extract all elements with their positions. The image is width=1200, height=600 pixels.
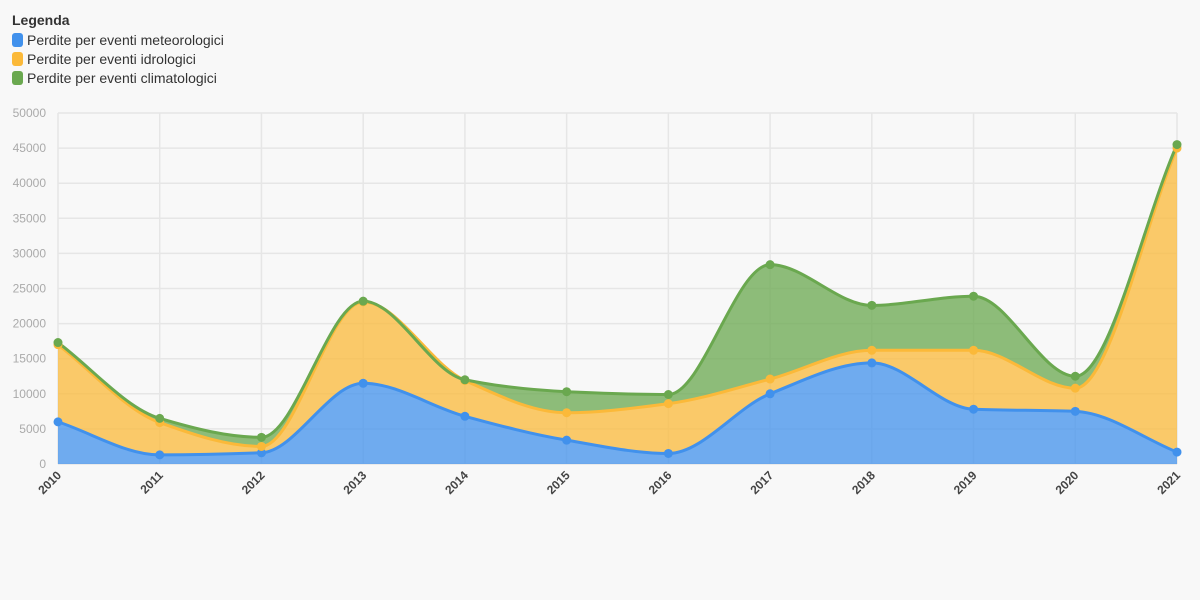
legend-label-meteorologici: Perdite per eventi meteorologici [27, 31, 224, 48]
data-point-series-3 [562, 387, 572, 397]
data-point-series-2 [1070, 383, 1080, 393]
legend-swatch-meteorologici [12, 32, 23, 47]
y-tick-label: 15000 [13, 352, 47, 366]
y-tick-label: 50000 [13, 106, 47, 120]
data-point-series-3 [460, 375, 470, 385]
x-tick-label: 2018 [849, 468, 878, 497]
y-tick-label: 20000 [13, 317, 47, 331]
x-tick-label: 2019 [951, 468, 980, 497]
x-tick-label: 2011 [138, 468, 167, 497]
data-point-series-3 [1070, 371, 1080, 381]
data-point-series-1 [155, 450, 165, 460]
data-point-series-1 [969, 404, 979, 414]
data-point-series-1 [256, 448, 266, 458]
y-tick-label: 30000 [13, 246, 47, 260]
y-tick-label: 0 [39, 457, 46, 471]
legend-title: Legenda [12, 12, 70, 28]
data-point-series-3 [53, 338, 63, 348]
data-point-series-3 [155, 413, 165, 423]
data-point-series-1 [1070, 406, 1080, 416]
legend-swatch-climatologici [12, 70, 23, 85]
y-tick-label: 5000 [19, 422, 46, 436]
legend-swatch-idrologici [12, 51, 23, 66]
data-point-series-3 [256, 432, 266, 442]
x-tick-label: 2013 [341, 468, 370, 497]
data-point-series-3 [358, 296, 368, 306]
legend-label-idrologici: Perdite per eventi idrologici [27, 50, 196, 67]
legend: Legenda Perdite per eventi meteorologici… [12, 12, 224, 87]
legend-item-idrologici[interactable]: Perdite per eventi idrologici [12, 49, 224, 68]
y-tick-label: 35000 [13, 211, 47, 225]
area-series-1 [58, 362, 1177, 464]
area-series-2 [58, 148, 1177, 455]
data-point-series-2 [765, 374, 775, 384]
data-point-series-2 [867, 345, 877, 355]
data-point-series-3 [663, 390, 673, 400]
x-tick-label: 2016 [646, 468, 675, 497]
data-point-series-1 [53, 417, 63, 427]
data-point-series-2 [969, 345, 979, 355]
y-tick-label: 40000 [13, 176, 47, 190]
data-point-series-2 [562, 408, 572, 418]
data-point-series-1 [867, 358, 877, 368]
data-point-series-1 [358, 378, 368, 388]
y-tick-label: 45000 [13, 141, 47, 155]
data-point-series-1 [663, 448, 673, 458]
legend-label-climatologici: Perdite per eventi climatologici [27, 69, 217, 86]
data-point-series-3 [867, 300, 877, 310]
data-point-series-3 [765, 260, 775, 270]
x-tick-label: 2017 [747, 468, 776, 497]
data-point-series-2 [256, 441, 266, 451]
x-tick-label: 2020 [1053, 468, 1082, 497]
y-tick-label: 10000 [13, 387, 47, 401]
data-point-series-3 [969, 291, 979, 301]
x-tick-label: 2010 [35, 468, 64, 497]
data-point-series-1 [765, 389, 775, 399]
data-point-series-2 [663, 399, 673, 409]
y-tick-label: 25000 [13, 282, 47, 296]
x-tick-label: 2012 [239, 468, 268, 497]
legend-item-meteorologici[interactable]: Perdite per eventi meteorologici [12, 30, 224, 49]
data-point-series-3 [1172, 140, 1182, 150]
legend-item-climatologici[interactable]: Perdite per eventi climatologici [12, 68, 224, 87]
x-tick-label: 2014 [442, 468, 471, 497]
data-point-series-1 [460, 411, 470, 421]
line-series-1 [57, 361, 1178, 457]
data-point-series-1 [562, 435, 572, 445]
x-tick-label: 2015 [544, 468, 573, 497]
data-point-series-1 [1172, 447, 1182, 457]
x-tick-label: 2021 [1154, 468, 1183, 497]
